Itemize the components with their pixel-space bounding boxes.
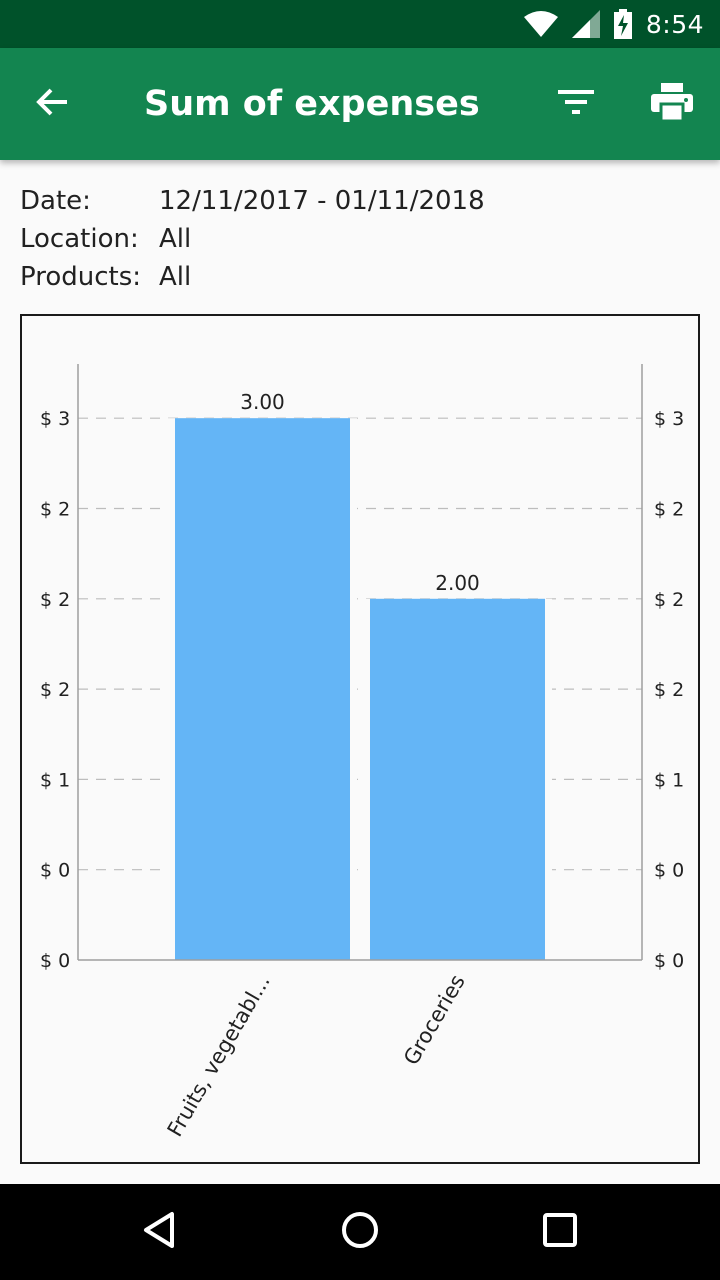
print-button[interactable] [644, 76, 700, 132]
status-icons: 8:54 [523, 0, 704, 48]
y-tick-label-right: $ 0 [654, 950, 684, 972]
products-label: Products: [20, 262, 142, 292]
y-tick-label-left: $ 0 [40, 950, 70, 972]
status-time: 8:54 [645, 9, 704, 39]
back-triangle-icon [140, 1210, 180, 1254]
nav-home-button[interactable] [332, 1204, 388, 1260]
bar [370, 598, 545, 960]
location-row: Location: All [20, 220, 485, 258]
y-tick-label-right: $ 2 [654, 679, 684, 701]
products-value: All [159, 262, 192, 292]
home-circle-icon [340, 1210, 380, 1254]
y-tick-label-right: $ 3 [654, 408, 684, 430]
data-label: 3.00 [240, 390, 285, 414]
location-label: Location: [20, 224, 139, 254]
y-tick-label-left: $ 0 [40, 860, 70, 882]
y-tick-label-right: $ 2 [654, 498, 684, 520]
print-icon [651, 83, 693, 125]
x-tick-label: Groceries [399, 971, 470, 1070]
y-tick-label-right: $ 0 [654, 860, 684, 882]
back-button[interactable] [24, 76, 80, 132]
x-tick-label: Fruits, vegetabl... [163, 971, 275, 1141]
battery-charging-icon [613, 9, 632, 39]
date-label: Date: [20, 186, 91, 216]
status-bar: 8:54 [0, 0, 720, 48]
app-bar: Sum of expenses [0, 48, 720, 160]
nav-back-button[interactable] [132, 1204, 188, 1260]
navigation-bar [0, 1184, 720, 1280]
cell-signal-icon [571, 10, 600, 38]
date-value: 12/11/2017 - 01/11/2018 [159, 186, 485, 216]
bar [175, 418, 350, 960]
y-tick-label-left: $ 3 [40, 408, 70, 430]
y-tick-label-left: $ 1 [40, 769, 70, 791]
y-tick-label-left: $ 2 [40, 498, 70, 520]
y-tick-label-right: $ 2 [654, 589, 684, 611]
recents-square-icon [540, 1210, 580, 1254]
date-row: Date: 12/11/2017 - 01/11/2018 [20, 182, 485, 220]
filter-button[interactable] [548, 76, 604, 132]
y-tick-label-left: $ 2 [40, 589, 70, 611]
page-title: Sum of expenses [144, 84, 480, 124]
y-tick-label-right: $ 1 [654, 769, 684, 791]
arrow-back-icon [34, 84, 70, 124]
filter-icon [557, 87, 595, 121]
filter-summary: Date: 12/11/2017 - 01/11/2018 Location: … [20, 182, 485, 296]
wifi-icon [523, 11, 558, 37]
chart-container: $ 0 $ 0 $ 0 $ 0 $ 1 $ 1 $ 2 $ 2 $ 2 $ 2 $ 2 $ 2 $ 3 $… [20, 314, 700, 1164]
products-row: Products: All [20, 258, 485, 296]
nav-recents-button[interactable] [532, 1204, 588, 1260]
y-tick-label-left: $ 2 [40, 679, 70, 701]
expenses-bar-chart: $ 0 $ 0 $ 0 $ 0 $ 1 $ 1 $ 2 $ 2 $ 2 $ 2 $ 2 $ 2 $ 3 $… [40, 364, 684, 1141]
location-value: All [159, 224, 192, 254]
data-label: 2.00 [435, 571, 480, 595]
